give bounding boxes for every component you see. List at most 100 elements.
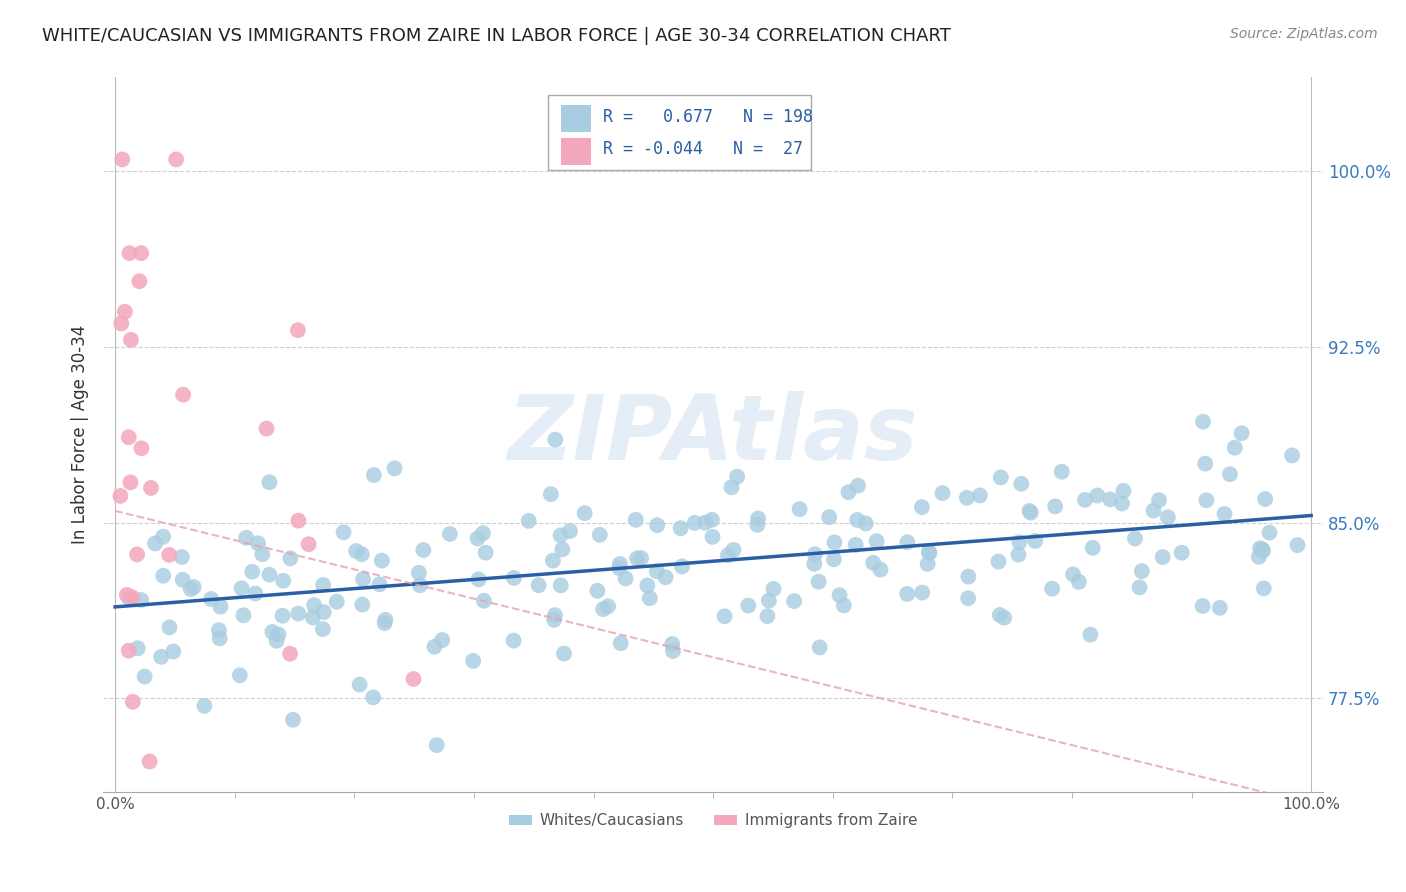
Point <box>344 544 367 558</box>
Point <box>695 516 717 530</box>
Point <box>1129 580 1152 594</box>
Point <box>747 517 769 532</box>
Point <box>1067 574 1090 589</box>
Point <box>1219 467 1241 482</box>
Point <box>209 599 232 614</box>
Point <box>762 582 785 596</box>
Point <box>1050 465 1073 479</box>
Point <box>423 640 446 654</box>
Point <box>1123 532 1146 546</box>
Text: R = -0.044   N =  27: R = -0.044 N = 27 <box>603 140 803 158</box>
Point <box>823 535 845 549</box>
Point <box>231 581 253 595</box>
Point <box>1157 510 1180 524</box>
Point <box>823 552 845 566</box>
Point <box>368 577 391 591</box>
Y-axis label: In Labor Force | Age 30-34: In Labor Force | Age 30-34 <box>72 325 89 544</box>
Point <box>990 470 1012 484</box>
Point <box>474 546 496 560</box>
Point <box>183 580 205 594</box>
Point <box>350 547 373 561</box>
Point <box>200 592 222 607</box>
Point <box>287 514 309 528</box>
Point <box>193 698 215 713</box>
Point <box>502 633 524 648</box>
Point <box>259 567 281 582</box>
Point <box>1247 549 1270 564</box>
Point <box>1043 500 1066 514</box>
Point <box>374 616 396 631</box>
Point <box>713 609 735 624</box>
Point <box>869 563 891 577</box>
Point <box>855 516 877 531</box>
Point <box>402 672 425 686</box>
Point <box>654 570 676 584</box>
Point <box>1019 506 1042 520</box>
Point <box>544 433 567 447</box>
Point <box>969 488 991 502</box>
Point <box>131 442 153 456</box>
Point <box>758 593 780 607</box>
Point <box>287 607 309 621</box>
Point <box>527 578 550 592</box>
Point <box>846 479 869 493</box>
Point <box>172 388 194 402</box>
Point <box>931 486 953 500</box>
Point <box>609 636 631 650</box>
Point <box>111 153 134 167</box>
Point <box>281 713 304 727</box>
Point <box>747 511 769 525</box>
Point <box>540 487 562 501</box>
Point <box>1007 548 1029 562</box>
Point <box>1281 449 1303 463</box>
Point <box>128 274 150 288</box>
Legend: Whites/Caucasians, Immigrants from Zaire: Whites/Caucasians, Immigrants from Zaire <box>503 807 924 834</box>
Point <box>302 610 325 624</box>
Point <box>287 323 309 337</box>
Point <box>349 677 371 691</box>
Point <box>502 571 524 585</box>
Point <box>1142 503 1164 517</box>
Point <box>312 605 335 619</box>
Point <box>1062 567 1084 582</box>
Point <box>669 521 692 535</box>
Point <box>121 695 143 709</box>
Point <box>828 588 851 602</box>
Point <box>789 502 811 516</box>
Point <box>127 641 149 656</box>
Point <box>737 599 759 613</box>
Point <box>589 528 612 542</box>
Point <box>614 571 637 585</box>
Point <box>352 598 374 612</box>
Point <box>1251 542 1274 557</box>
Point <box>592 602 614 616</box>
Point <box>574 506 596 520</box>
Point <box>917 557 939 571</box>
Point <box>271 574 294 588</box>
Text: ZIPAtlas: ZIPAtlas <box>508 391 918 479</box>
Point <box>543 613 565 627</box>
Point <box>661 637 683 651</box>
Point <box>426 738 449 752</box>
Point <box>1194 457 1216 471</box>
Point <box>1195 493 1218 508</box>
Point <box>1223 441 1246 455</box>
Point <box>1254 491 1277 506</box>
Point <box>332 525 354 540</box>
Point <box>1213 507 1236 521</box>
Point <box>229 668 252 682</box>
Point <box>1099 492 1122 507</box>
Text: WHITE/CAUCASIAN VS IMMIGRANTS FROM ZAIRE IN LABOR FORCE | AGE 30-34 CORRELATION : WHITE/CAUCASIAN VS IMMIGRANTS FROM ZAIRE… <box>42 27 950 45</box>
Point <box>1191 599 1213 613</box>
Point <box>121 591 143 605</box>
Point <box>143 536 166 550</box>
Point <box>256 421 278 435</box>
Point <box>832 599 855 613</box>
Point <box>1080 627 1102 641</box>
Point <box>1130 564 1153 578</box>
FancyBboxPatch shape <box>548 95 811 170</box>
Point <box>374 613 396 627</box>
Point <box>118 644 141 658</box>
Point <box>165 153 187 167</box>
Point <box>1111 496 1133 510</box>
